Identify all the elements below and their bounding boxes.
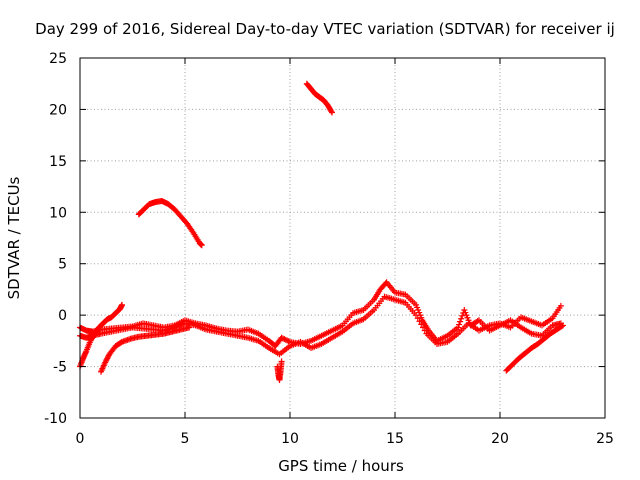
data-point — [418, 321, 425, 328]
data-point — [558, 323, 565, 330]
data-point — [278, 358, 285, 365]
series-branch-early — [77, 301, 125, 370]
y-tick-label: 0 — [58, 308, 67, 324]
x-tick-label: 25 — [596, 431, 614, 447]
data-point — [329, 109, 335, 116]
series-arc-morning — [135, 197, 205, 249]
x-tick-label: 0 — [76, 431, 85, 447]
series-branch-late — [503, 322, 566, 374]
grid — [80, 58, 605, 418]
data-point — [328, 108, 335, 115]
x-tick-label: 20 — [491, 431, 509, 447]
data-point — [414, 315, 421, 322]
series-spike-9h — [274, 358, 285, 383]
x-tick-label: 15 — [386, 431, 404, 447]
series-arc-midday — [303, 80, 335, 116]
data-point — [457, 318, 464, 325]
series-main-band — [77, 279, 564, 349]
y-tick-label: 15 — [49, 154, 67, 170]
data-point — [186, 324, 193, 331]
data-point — [456, 321, 463, 328]
y-axis-label: SDTVAR / TECUs — [5, 176, 23, 299]
data-point — [420, 324, 426, 331]
data-point — [104, 355, 111, 362]
x-tick-label: 10 — [281, 431, 299, 447]
y-tick-label: -10 — [44, 411, 67, 427]
y-tick-label: 25 — [49, 51, 67, 67]
data-point — [459, 312, 466, 319]
x-axis-label: GPS time / hours — [278, 457, 404, 475]
data-point — [455, 324, 461, 331]
y-tick-label: 20 — [49, 102, 67, 118]
data-point — [458, 315, 465, 322]
series-branch-early-2 — [98, 324, 193, 375]
chart-title: Day 299 of 2016, Sidereal Day-to-day VTE… — [35, 20, 615, 38]
data-point — [119, 301, 125, 308]
data-points — [77, 80, 566, 383]
y-tick-label: 5 — [58, 257, 67, 273]
y-tick-label: 10 — [49, 205, 67, 221]
data-point — [198, 242, 205, 249]
y-tick-label: -5 — [53, 360, 67, 376]
x-tick-label: 5 — [181, 431, 190, 447]
plot-frame — [79, 57, 606, 419]
data-point — [413, 312, 419, 319]
data-point — [557, 302, 564, 309]
data-point — [560, 322, 566, 329]
data-point — [421, 327, 428, 334]
data-point — [416, 318, 423, 325]
axis-ticks: 0 5 10 15 20 25 -10 -5 0 5 10 15 20 25 — [44, 51, 614, 447]
